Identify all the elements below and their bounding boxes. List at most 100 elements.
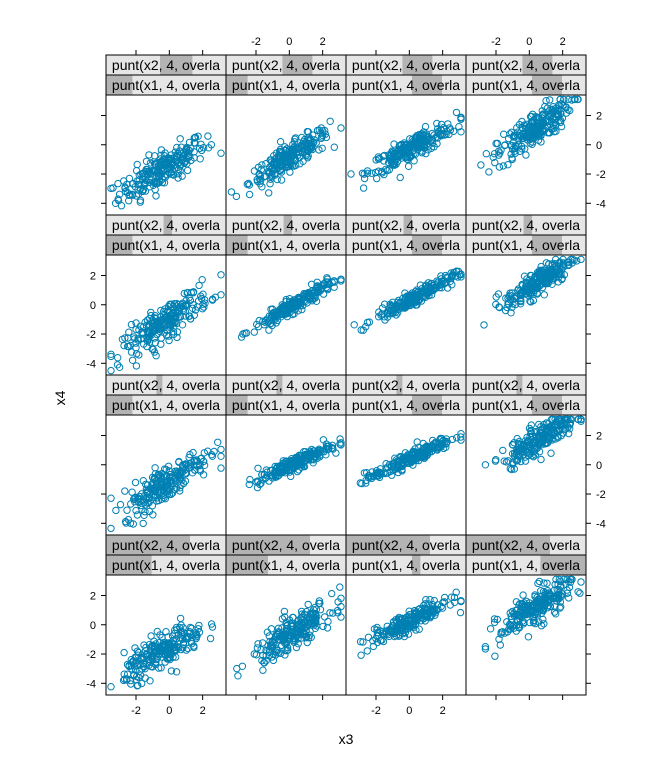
scatter-point [391,157,399,166]
scatter-point [565,429,573,438]
scatter-point [506,621,515,629]
scatter-point [299,137,308,146]
scatter-point [552,575,560,584]
scatter-point [510,621,518,629]
scatter-point [204,447,212,455]
scatter-point [376,469,385,478]
strip-x2-shade [402,55,433,75]
scatter-point [531,619,539,628]
scatter-point [116,500,125,509]
scatter-point [316,447,324,455]
scatter-point [214,438,222,446]
scatter-point [556,604,564,612]
scatter-point [364,472,373,480]
scatter-point [130,671,138,679]
scatter-point [311,624,320,632]
scatter-point [519,440,527,448]
strip-x1-bg [106,75,226,95]
strip-x2-label: punt(x2, 4, overla [472,377,580,393]
y-axis-label: x4 [52,390,68,405]
scatter-point [267,472,276,480]
scatter-point [486,625,495,633]
scatter-point [269,656,278,665]
scatter-point [277,176,286,184]
scatter-point [141,647,150,655]
y-tick-label-left: 2 [90,270,96,282]
strip-x1-shade [532,395,562,415]
scatter-point [457,433,465,441]
strip-x1-bg [226,75,346,95]
scatter-point [134,495,143,504]
panel-r3-c2: punt(x2, 4, overla punt(x1, 4, overla [225,374,347,536]
scatter-point [132,325,140,334]
scatter-point [395,613,403,622]
scatter-point [297,607,306,616]
panel-r4-c2: punt(x2, 4, overla punt(x1, 4, overla [225,534,347,696]
scatter-point [172,643,180,651]
scatter-point [129,179,137,188]
scatter-point [518,600,526,608]
scatter-point [542,259,551,267]
scatter-point [268,311,276,319]
scatter-point [434,125,442,133]
scatter-point [190,139,199,147]
scatter-point [492,300,500,309]
scatter-point [175,158,183,167]
scatter-point [123,506,131,514]
strip-x1-shade [412,555,421,575]
scatter-point [544,433,552,441]
scatter-point [433,442,441,450]
scatter-point [151,484,159,492]
scatter-point [535,271,543,279]
strip-x2-shade [160,55,193,75]
scatter-point [153,627,162,636]
scatter-point [119,676,128,685]
scatter-point [528,609,536,617]
scatter-point [406,291,414,299]
scatter-point [577,578,585,586]
scatter-point [189,301,197,309]
y-tick-label-left: -4 [86,678,96,690]
scatter-point [131,478,140,487]
scatter-point [493,615,501,624]
strip-x2-label: punt(x2, 4, overla [472,537,580,553]
scatter-point [363,169,372,178]
panel-points [107,614,217,691]
axes-ticks: -2 0 2 -2 0 2 -2 0 2 -2 0 2 -4 -2 0 2 -4 -2 0 2 -4 -2 0 2 -4 -2 0 2 [86,36,606,717]
scatter-point [548,114,557,123]
scatter-point [278,615,287,623]
scatter-point [276,138,285,146]
strip-x1-label: punt(x1, 4, overla [352,557,460,573]
scatter-point [431,438,440,446]
scatter-point [269,643,277,652]
x-tick-label-bottom: 2 [440,705,446,717]
scatter-point [142,643,150,652]
strip-x1-bg [226,235,346,255]
scatter-point [285,466,294,474]
scatter-point [527,426,535,435]
scatter-point [440,131,449,139]
scatter-point [534,136,543,144]
scatter-point [428,135,436,143]
scatter-point [420,289,428,297]
scatter-point [176,614,185,623]
scatter-point [164,486,172,495]
scatter-point [120,648,128,657]
panel-r3-c1: punt(x2, 4, overla punt(x1, 4, overla [105,374,227,536]
x-tick-label-bottom: -2 [371,705,381,717]
strip-x2-shade [523,215,532,235]
scatter-point [330,143,338,151]
panel-border [105,414,227,536]
scatter-point [378,304,387,312]
scatter-point [565,261,573,269]
scatter-point [165,336,173,345]
scatter-point [172,647,180,655]
scatter-point [126,191,134,199]
scatter-point [565,594,573,602]
scatter-point [253,644,262,652]
scatter-point [421,453,429,461]
scatter-point [311,603,319,612]
panel-points [245,435,345,492]
scatter-point [552,120,560,129]
scatter-point [534,283,542,291]
